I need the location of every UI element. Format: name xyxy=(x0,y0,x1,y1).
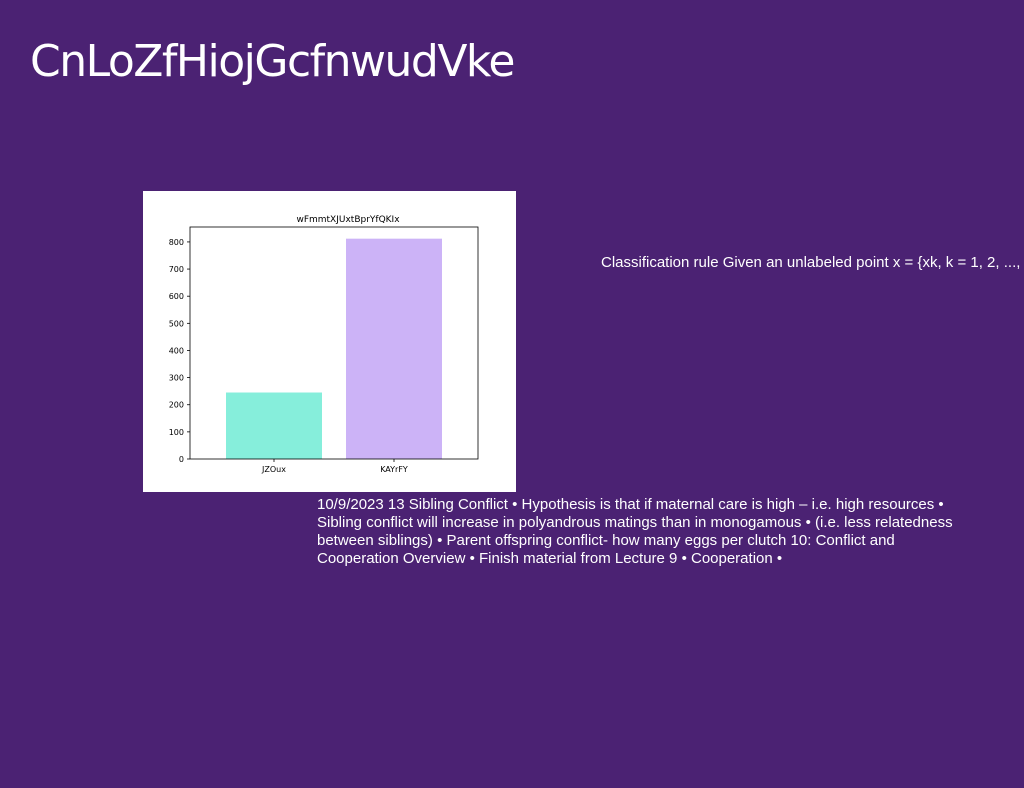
y-tick-label: 800 xyxy=(169,238,184,247)
y-tick-label: 400 xyxy=(169,346,184,355)
bar-KAYrFY xyxy=(346,238,442,459)
y-tick-label: 300 xyxy=(169,374,184,383)
y-tick-label: 700 xyxy=(169,265,184,274)
y-tick-label: 600 xyxy=(169,292,184,301)
y-axis: 0 100 200 300 400 500 600 700 800 xyxy=(169,238,190,464)
y-tick-label: 200 xyxy=(169,401,184,410)
bar-JZOux xyxy=(226,392,322,459)
y-tick-label: 0 xyxy=(179,455,184,464)
y-tick-label: 100 xyxy=(169,428,184,437)
bars xyxy=(226,238,442,459)
classification-rule-text: Classification rule Given an unlabeled p… xyxy=(601,254,1024,271)
plot-frame xyxy=(189,226,479,460)
x-axis: JZOux KAYrFY xyxy=(261,459,408,474)
body-text: 10/9/2023 13 Sibling Conflict • Hypothes… xyxy=(317,496,953,567)
slide-title: CnLoZfHiojGcfnwudVke xyxy=(30,36,515,87)
x-tick-label: JZOux xyxy=(261,465,286,474)
chart-title: wFmmtXJUxtBprYfQKIx xyxy=(296,215,400,225)
bar-chart: wFmmtXJUxtBprYfQKIx 0 100 200 300 400 500 600 7… xyxy=(169,215,479,474)
x-tick-label: KAYrFY xyxy=(380,465,408,474)
bar-chart-image: wFmmtXJUxtBprYfQKIx 0 100 200 300 400 500 600 7… xyxy=(143,191,516,492)
y-tick-label: 500 xyxy=(169,319,184,328)
